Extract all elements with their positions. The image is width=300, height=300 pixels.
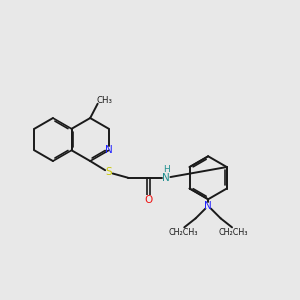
Text: CH₂CH₃: CH₂CH₃ [219,228,248,237]
Text: H: H [164,165,170,174]
Text: CH₂CH₃: CH₂CH₃ [168,228,197,237]
Text: S: S [105,167,112,177]
Text: N: N [163,173,170,183]
Text: CH₃: CH₃ [96,96,112,105]
Text: N: N [105,145,113,155]
Text: N: N [204,201,212,211]
Text: O: O [144,195,152,205]
